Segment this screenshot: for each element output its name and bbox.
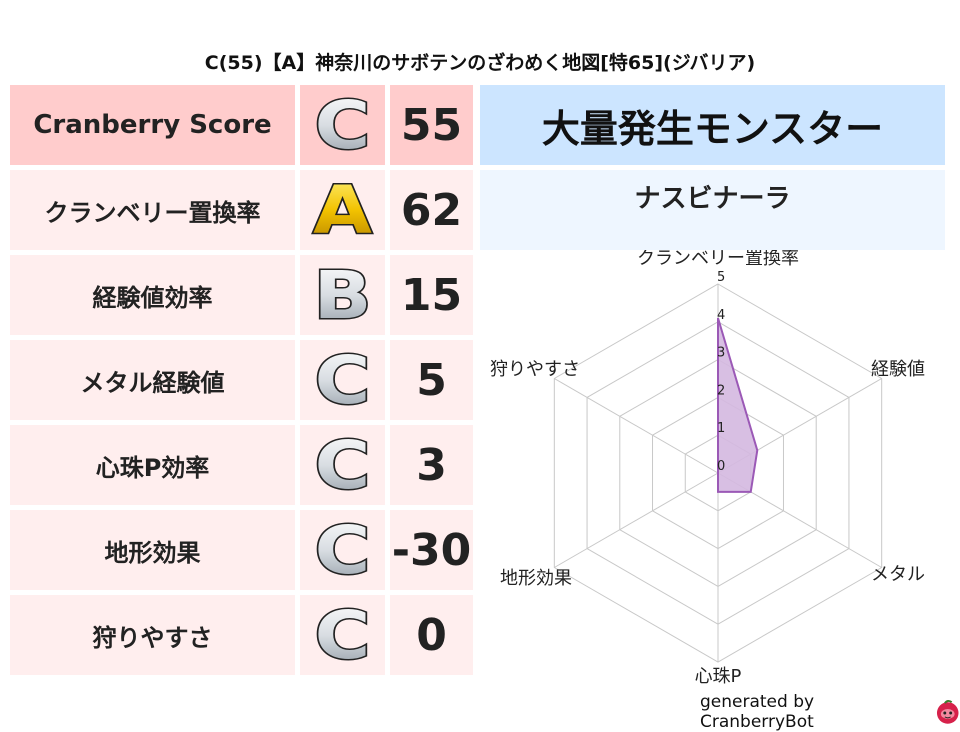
row-label: 経験値効率 (10, 255, 295, 335)
grade-letter: C (315, 87, 371, 164)
grade-letter: C (315, 427, 371, 504)
cranberry-mascot-icon (936, 699, 959, 724)
grade-letter: C (315, 512, 371, 589)
axis-label: 地形効果 (500, 568, 572, 589)
axis-label: 狩りやすさ (490, 359, 580, 380)
tick-label: 5 (717, 270, 725, 285)
series-area (717, 317, 759, 493)
tick-label: 1 (717, 421, 725, 436)
tick-label: 2 (717, 383, 725, 398)
grade-letter: A (313, 172, 372, 249)
row-score: 5 (390, 340, 473, 420)
monster-header: 大量発生モンスター (480, 85, 945, 165)
row-score: 62 (390, 170, 473, 250)
grade-badge: C (300, 425, 385, 505)
grade-badge: C (300, 85, 385, 165)
row-score: 3 (390, 425, 473, 505)
row-label: Cranberry Score (10, 85, 295, 165)
row-label: 地形効果 (10, 510, 295, 590)
footer: generated by CranberryBot (700, 692, 960, 732)
row-score: 0 (390, 595, 473, 675)
grade-badge: C (300, 510, 385, 590)
tick-label: 4 (717, 308, 725, 323)
axis-label: クランベリー置換率 (637, 250, 799, 269)
axis-label: 心珠P (695, 666, 742, 687)
grade-letter: C (315, 342, 371, 419)
tick-label: 3 (717, 346, 725, 361)
footer-text: generated by CranberryBot (700, 692, 815, 732)
row-label: クランベリー置換率 (10, 170, 295, 250)
grid-spoke (554, 378, 719, 474)
grade-badge: C (300, 340, 385, 420)
row-score: 15 (390, 255, 473, 335)
tick-label: 0 (717, 459, 725, 474)
row-label: 狩りやすさ (10, 595, 295, 675)
grade-badge: B (300, 255, 385, 335)
page-title: C(55)【A】神奈川のサボテンのざわめく地図[特65](ジバリア) (204, 52, 756, 74)
row-label: 心珠P効率 (10, 425, 295, 505)
grade-letter: B (314, 257, 372, 334)
grade-badge: A (300, 170, 385, 250)
axis-label: 経験値 (871, 359, 925, 380)
row-label: メタル経験値 (10, 340, 295, 420)
grade-badge: C (300, 595, 385, 675)
row-score: 55 (390, 85, 473, 165)
grade-letter: C (315, 597, 371, 674)
grid-spoke (554, 472, 719, 568)
monster-name: ナスビナーラ (480, 170, 945, 250)
axis-label: メタル (871, 564, 925, 585)
row-score: -30 (390, 510, 473, 590)
